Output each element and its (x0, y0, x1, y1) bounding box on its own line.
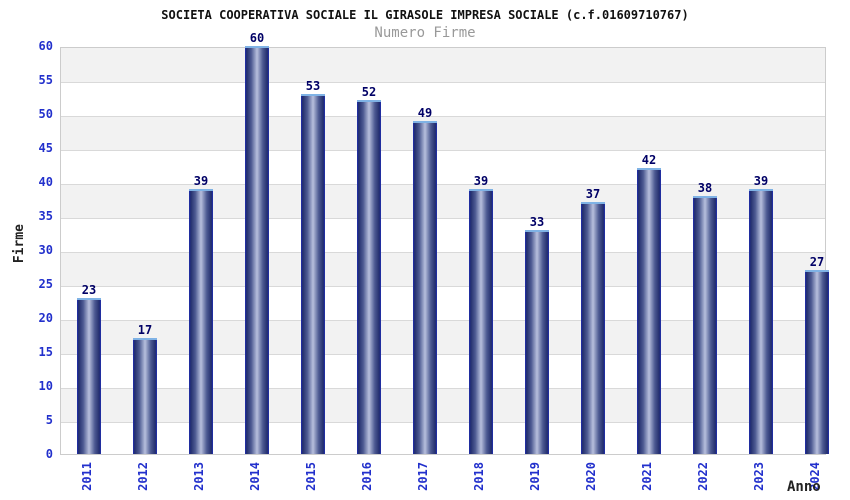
bar (805, 270, 829, 454)
x-tick-label: 2020 (584, 462, 598, 491)
bar (189, 188, 213, 454)
bar-value-label: 39 (753, 173, 769, 188)
bar (357, 100, 381, 454)
gridline (61, 320, 825, 321)
chart-subtitle: Numero Firme (374, 25, 476, 41)
gridline (61, 286, 825, 287)
bar (133, 338, 157, 454)
y-tick-label: 40 (38, 175, 53, 189)
bar (581, 202, 605, 454)
gridline (61, 150, 825, 151)
bar (525, 229, 549, 454)
y-tick-label: 20 (38, 311, 53, 325)
x-tick-label: 2019 (528, 462, 542, 491)
x-tick-label: 2014 (248, 462, 262, 491)
x-tick-label: 2013 (192, 462, 206, 491)
bar-value-label: 17 (137, 323, 153, 338)
bar-value-label: 52 (361, 85, 377, 100)
x-tick-label: 2015 (304, 462, 318, 491)
y-tick-label: 35 (38, 209, 53, 223)
gridline (61, 388, 825, 389)
y-tick-label: 10 (38, 379, 53, 393)
y-tick-label: 50 (38, 107, 53, 121)
bar (301, 93, 325, 454)
gridline (61, 116, 825, 117)
y-tick-label: 15 (38, 345, 53, 359)
y-tick-label: 25 (38, 277, 53, 291)
y-tick-label: 5 (45, 413, 53, 427)
gridline (61, 354, 825, 355)
y-tick-label: 55 (38, 73, 53, 87)
bar-value-label: 53 (305, 78, 321, 93)
bar-value-label: 39 (193, 173, 209, 188)
plot-area: 23 17 39 60 53 52 49 39 33 37 42 38 39 27 (60, 31, 829, 455)
bar-value-label: 38 (697, 180, 713, 195)
bar-value-label: 39 (473, 173, 489, 188)
gridline (61, 82, 825, 83)
bar (245, 46, 269, 454)
x-tick-label: 2016 (360, 462, 374, 491)
bar (693, 195, 717, 454)
bar (749, 188, 773, 454)
x-tick-label: 2022 (696, 462, 710, 491)
bar-value-label: 60 (249, 31, 265, 45)
x-tick-label: 2023 (752, 462, 766, 491)
bar-value-label: 27 (809, 255, 825, 270)
chart-title: SOCIETA COOPERATIVA SOCIALE IL GIRASOLE … (161, 8, 689, 22)
bar (637, 168, 661, 454)
bar-value-label: 33 (529, 214, 545, 229)
x-tick-label: 2012 (136, 462, 150, 491)
bar (413, 120, 437, 454)
bar-value-label: 23 (81, 282, 97, 297)
x-tick-label: 2018 (472, 462, 486, 491)
bar-value-label: 37 (585, 187, 601, 202)
x-tick-label: 2021 (640, 462, 654, 491)
bar (469, 188, 493, 454)
bar-value-label: 49 (417, 105, 433, 120)
x-tick-label: 2017 (416, 462, 430, 491)
y-tick-label: 60 (38, 39, 53, 53)
gridline (61, 218, 825, 219)
bar (77, 297, 101, 454)
x-tick-label: 2011 (80, 462, 94, 491)
gridline (61, 252, 825, 253)
x-axis-title: Anno (787, 479, 821, 495)
bar-value-label: 42 (641, 153, 657, 168)
y-tick-label: 30 (38, 243, 53, 257)
gridline (61, 184, 825, 185)
gridline (61, 422, 825, 423)
y-tick-label: 45 (38, 141, 53, 155)
y-tick-label: 0 (45, 447, 53, 461)
